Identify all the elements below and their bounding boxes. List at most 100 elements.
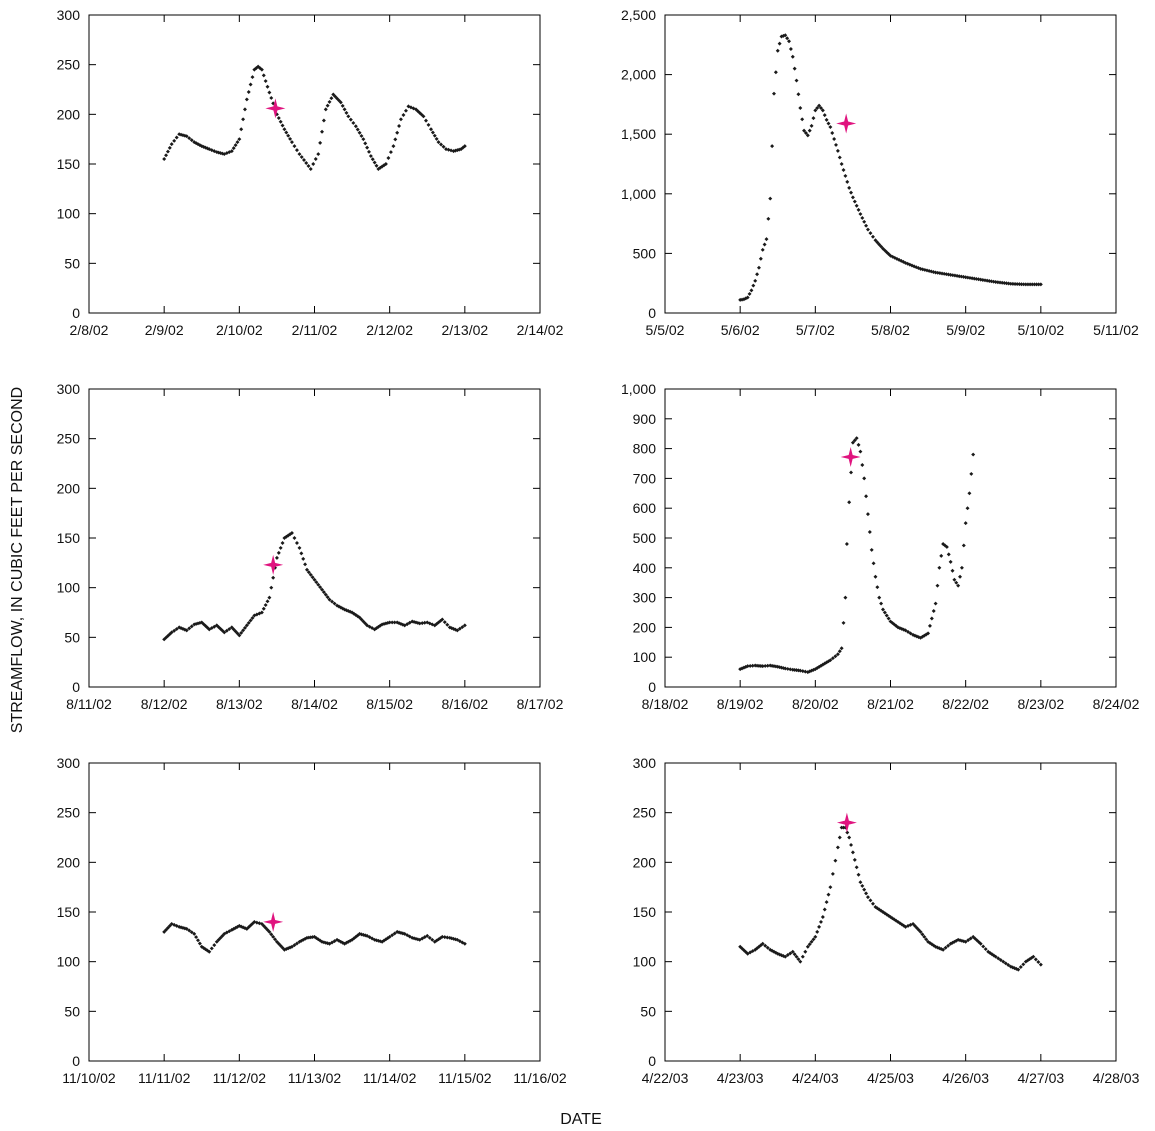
data-point: [978, 941, 983, 946]
data-point: [966, 938, 971, 943]
x-tick-label: 2/10/02: [216, 322, 263, 338]
data-point: [162, 157, 167, 162]
data-point: [323, 107, 328, 112]
x-tick-label: 5/5/02: [646, 322, 685, 338]
data-point: [282, 127, 287, 132]
y-tick-label: 100: [633, 649, 657, 665]
data-point: [798, 959, 803, 964]
x-tick-label: 8/15/02: [366, 696, 413, 712]
data-point: [858, 880, 863, 885]
x-tick-label: 5/11/02: [1093, 322, 1139, 338]
data-point: [1038, 282, 1043, 287]
data-point: [395, 130, 400, 135]
data-point: [871, 561, 876, 566]
y-tick-label: 800: [633, 441, 657, 457]
data-point: [361, 137, 366, 142]
data-point: [239, 127, 244, 132]
data-point: [308, 166, 313, 171]
data-point: [172, 138, 177, 143]
data-point: [796, 957, 801, 962]
y-tick-label: 2,000: [621, 67, 656, 83]
data-point: [439, 142, 444, 147]
data-point: [321, 118, 326, 123]
chart-panel-1: 2/8/02 2/9/02 2/10/02 2/11/02 2/12/02 2/13/02…: [57, 7, 564, 338]
y-tick-label: 0: [72, 679, 80, 695]
data-point: [828, 658, 833, 663]
data-point: [241, 117, 246, 122]
data-point: [841, 167, 846, 172]
data-point: [918, 929, 923, 934]
y-tick-label: 0: [72, 1053, 80, 1069]
data-point: [327, 99, 332, 104]
y-tick-label: 200: [633, 854, 657, 870]
data-point: [432, 133, 437, 138]
x-tick-label: 5/6/02: [721, 322, 760, 338]
data-point: [800, 669, 805, 674]
data-point: [924, 937, 929, 942]
data-point: [772, 91, 776, 96]
data-point: [1025, 282, 1030, 287]
data-point: [948, 559, 953, 564]
data-point: [822, 113, 827, 118]
data-point: [353, 124, 358, 129]
data-point: [233, 143, 238, 148]
data-point: [950, 568, 955, 573]
y-tick-label: 0: [648, 1053, 656, 1069]
y-tick-label: 0: [648, 679, 656, 695]
x-tick-label: 8/17/02: [517, 696, 564, 712]
data-point: [764, 237, 769, 242]
data-point: [931, 609, 936, 613]
data-point: [865, 512, 870, 517]
plot-frame: [664, 388, 1117, 688]
data-point: [959, 565, 964, 570]
y-tick-label: 200: [57, 106, 81, 122]
data-point: [946, 943, 951, 948]
data-point: [839, 646, 844, 651]
data-point: [346, 114, 351, 119]
y-tick-label: 250: [57, 805, 81, 821]
data-point: [248, 82, 253, 87]
data-point: [830, 871, 835, 876]
data-point: [958, 574, 963, 579]
y-tick-label: 1,000: [621, 186, 656, 202]
data-point: [370, 157, 375, 162]
x-tick-label: 4/27/03: [1017, 1070, 1064, 1086]
data-point: [430, 130, 435, 135]
data-point: [286, 133, 291, 138]
data-point: [421, 114, 426, 119]
data-point: [922, 934, 927, 939]
data-point: [318, 140, 323, 145]
data-point: [971, 452, 976, 457]
data-point: [297, 545, 302, 550]
data-point: [763, 663, 768, 668]
y-tick-label: 200: [633, 619, 657, 635]
x-tick-label: 2/11/02: [292, 322, 338, 338]
y-tick-label: 0: [648, 305, 656, 321]
data-point: [875, 585, 880, 590]
data-point: [367, 149, 371, 154]
data-point: [809, 123, 814, 128]
data-point: [826, 892, 831, 897]
data-point: [937, 565, 942, 570]
data-point: [841, 620, 846, 625]
data-point: [968, 936, 973, 941]
data-point: [965, 506, 970, 511]
data-point: [387, 620, 392, 625]
y-tick-label: 700: [633, 470, 657, 486]
data-point: [783, 666, 788, 671]
four-point-star-icon: [836, 113, 857, 134]
data-point: [417, 621, 422, 626]
data-point: [832, 136, 837, 141]
data-point: [231, 146, 236, 151]
data-point: [194, 935, 199, 940]
data-point: [830, 656, 835, 661]
data-point: [828, 125, 833, 130]
data-point: [856, 442, 861, 447]
chart-panel-2: 5/5/02 5/6/02 5/7/02 5/8/02 5/9/02 5/10/02 5/1…: [621, 7, 1139, 338]
x-tick-label: 8/12/02: [141, 696, 188, 712]
data-point: [753, 278, 758, 283]
data-point: [1003, 961, 1008, 966]
x-tick-label: 8/18/02: [642, 696, 689, 712]
y-tick-label: 500: [633, 530, 657, 546]
x-tick-label: 8/13/02: [216, 696, 263, 712]
